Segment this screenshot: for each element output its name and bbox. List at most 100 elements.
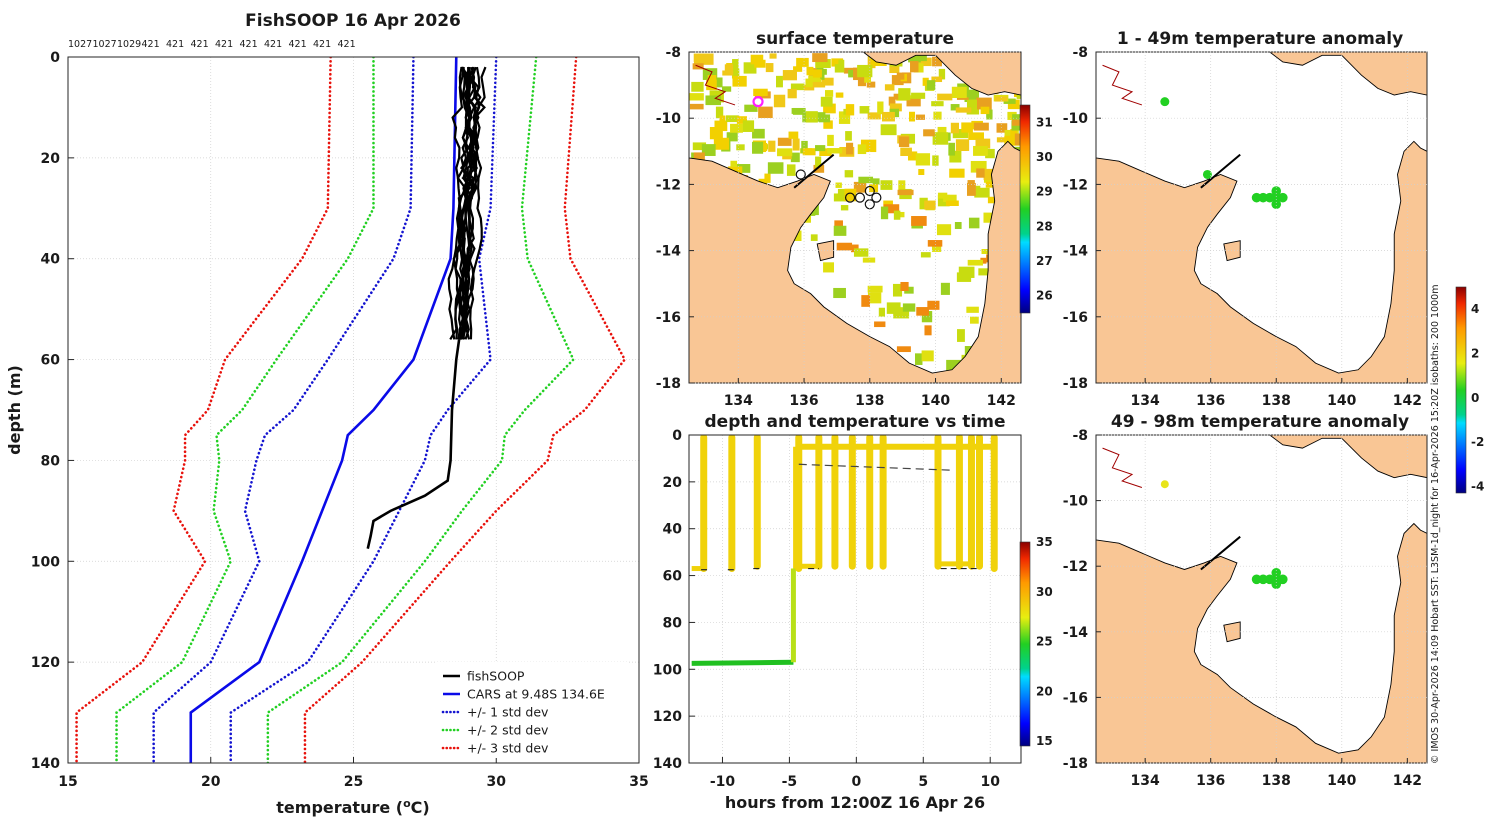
anomaly-point (1160, 97, 1170, 107)
top-label: 421 (289, 39, 307, 50)
sst-cell (1010, 129, 1018, 138)
sst-cell (945, 200, 959, 206)
sst-cell (880, 206, 889, 220)
colorbar-tick-label: 31 (1036, 115, 1053, 129)
sst-cell (838, 111, 851, 124)
sst-cell (880, 180, 893, 190)
sst-cell (793, 66, 803, 72)
sst-cell (758, 106, 773, 119)
sst-cell (845, 104, 855, 116)
sst-cell (904, 286, 914, 294)
colorbar-tick-label: 30 (1036, 150, 1053, 164)
x-tick-label: 20 (201, 774, 221, 790)
x-tick-label: 136 (789, 393, 818, 409)
sst-cell (736, 144, 745, 151)
sst-cell (792, 107, 806, 115)
y-tick-label: 20 (663, 475, 683, 491)
sst-cell (892, 283, 903, 297)
sst-cell (859, 106, 870, 114)
sst-cell (713, 137, 730, 150)
dt-plot (691, 435, 998, 666)
sst-cell (938, 68, 946, 80)
top-label: 421 (215, 39, 233, 50)
sst-cell (769, 53, 777, 59)
top-label: 421 (338, 39, 356, 50)
y-tick-label: -18 (1063, 376, 1088, 392)
sst-cell (889, 64, 900, 74)
sst-cell (867, 112, 881, 120)
sst-cell (812, 53, 828, 63)
sst-cell (702, 68, 718, 80)
sst-cell (937, 93, 953, 101)
sst-colorbar-ticks: 26 27 28 29 30 31 (1036, 115, 1053, 302)
y-tick-label: 0 (50, 50, 60, 66)
x-tick-label: 134 (724, 393, 753, 409)
series-line (75, 57, 332, 763)
sst-cell (951, 86, 967, 98)
sst-cell (918, 169, 925, 176)
x-tick-label: 140 (921, 393, 950, 409)
y-tick-label: -18 (656, 376, 681, 392)
sst-cell (827, 134, 834, 146)
sst-cell (851, 244, 859, 253)
sst-cell (833, 287, 846, 299)
y-tick-label: 120 (653, 709, 682, 725)
legend-box (437, 662, 627, 758)
sst-cell (986, 109, 993, 120)
sst-cell (768, 140, 776, 152)
legend-label: +/- 2 std dev (467, 723, 549, 738)
fishsoop-deep-cast (366, 339, 461, 549)
y-tick-label: 120 (31, 655, 60, 671)
sst-cell (730, 123, 743, 133)
sst-cell (752, 128, 765, 139)
sst-cell (916, 307, 929, 316)
sst-cell (815, 59, 831, 68)
sst-cell (872, 178, 880, 185)
sst-cell (744, 104, 758, 112)
sst-cell (909, 111, 916, 122)
land-new-guinea (1268, 435, 1427, 479)
sst-cell (964, 89, 980, 98)
sst-panel: surface temperature 134 136 138 140 142 -8 -10… (656, 29, 1053, 409)
sst-cell (884, 84, 895, 91)
sst-cell (880, 124, 897, 136)
y-tick-label: 60 (663, 569, 683, 585)
isobath-line (1102, 447, 1143, 488)
anomaly-point (1271, 186, 1282, 196)
sst-cell (908, 52, 921, 63)
anom2-map (1096, 435, 1427, 763)
anomaly-point (1271, 579, 1282, 590)
dt-panel: depth and temperature vs time -10 -5 0 5 100… (653, 412, 1053, 812)
y-tick-label: -18 (1063, 756, 1088, 772)
sst-cell (1003, 98, 1016, 104)
colorbar-tick-label: 29 (1036, 185, 1053, 199)
x-tick-label: 142 (1393, 773, 1422, 789)
sst-cell (689, 103, 704, 110)
sst-cell (911, 92, 926, 99)
sst-cell (792, 138, 800, 151)
y-tick-label: -8 (1072, 45, 1088, 61)
legend-label: CARS at 9.48S 134.6E (467, 687, 605, 702)
sst-cell (836, 242, 853, 251)
sst-cell (907, 151, 918, 161)
colorbar-tick-label: 20 (1036, 684, 1053, 698)
y-tick-label: -16 (1063, 690, 1088, 706)
cast-location-marker (854, 192, 866, 203)
y-tick-label: 100 (31, 554, 60, 570)
sst-cell (981, 248, 993, 255)
sst-cell (726, 115, 740, 123)
x-tick-label: 136 (1196, 773, 1225, 789)
x-tick-label: 142 (987, 393, 1016, 409)
x-tick-label: -5 (782, 774, 798, 790)
x-tick-label: 134 (1131, 773, 1160, 789)
sst-cell (969, 316, 979, 324)
sst-cell (882, 111, 895, 122)
sst-cell (823, 120, 833, 129)
x-tick-label: 10 (980, 774, 1000, 790)
profile-lines (75, 57, 627, 763)
sst-cell (844, 188, 857, 202)
sst-cell (906, 98, 921, 107)
sst-ticks: 134 136 138 140 142 -8 -10 -12 -14 -16 -18 (656, 45, 1021, 409)
sst-cell (897, 189, 914, 196)
sst-cell (898, 88, 911, 101)
